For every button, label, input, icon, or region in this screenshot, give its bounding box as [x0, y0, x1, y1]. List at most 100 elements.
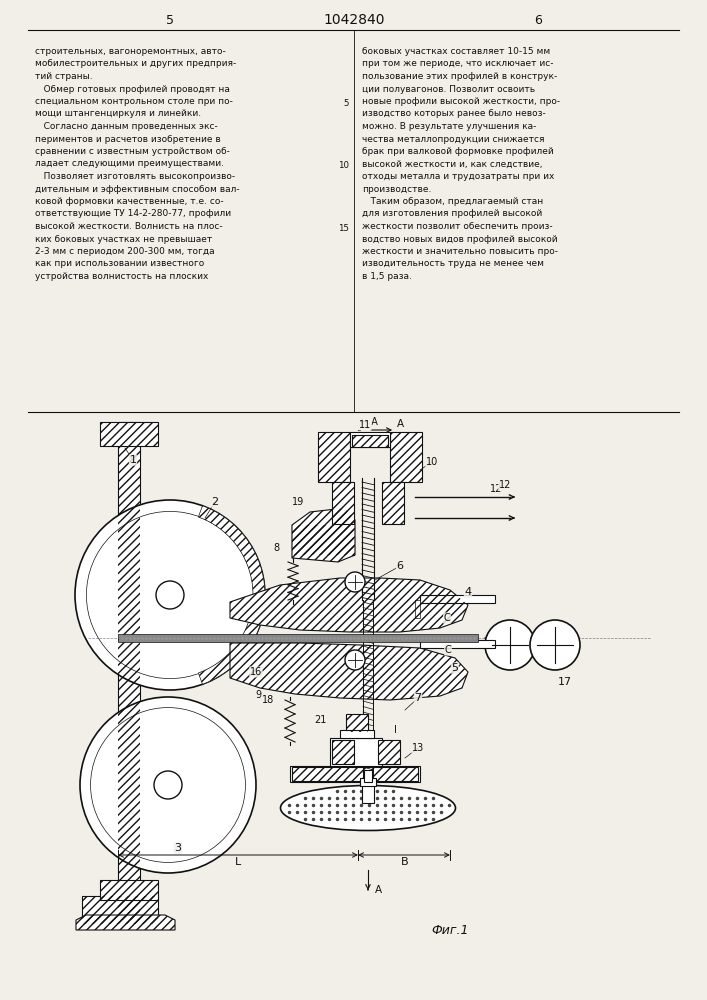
Polygon shape [292, 508, 355, 562]
Text: B: B [401, 857, 409, 867]
Bar [352, 435, 388, 447]
Text: 17: 17 [558, 677, 572, 687]
Bar [382, 482, 404, 524]
Bar [118, 422, 140, 920]
Text: 8: 8 [273, 543, 279, 553]
Text: 15: 15 [338, 224, 349, 233]
Text: Таким образом, предлагаемый стан: Таким образом, предлагаемый стан [362, 197, 543, 206]
Bar [420, 640, 495, 648]
Bar [292, 767, 418, 781]
Text: ких боковых участках не превышает: ких боковых участках не превышает [35, 234, 212, 243]
Text: мощи штангенциркуля и линейки.: мощи штангенциркуля и линейки. [35, 109, 201, 118]
Text: ковой формовки качественные, т.е. со-: ковой формовки качественные, т.е. со- [35, 197, 223, 206]
Text: ответствующие ТУ 14-2-280-77, профили: ответствующие ТУ 14-2-280-77, профили [35, 210, 231, 219]
Bar [82, 896, 158, 924]
Bar [118, 422, 140, 920]
Text: чества металлопродукции снижается: чества металлопродукции снижается [362, 134, 544, 143]
Text: 16: 16 [250, 667, 262, 677]
Text: C: C [445, 645, 451, 655]
Text: можно. В результате улучшения ка-: можно. В результате улучшения ка- [362, 122, 537, 131]
Text: 19: 19 [292, 497, 304, 507]
Text: L: L [235, 857, 241, 867]
Bar [330, 738, 382, 766]
Text: как при использовании известного: как при использовании известного [35, 259, 204, 268]
Text: 18: 18 [262, 695, 274, 705]
Bar [82, 896, 158, 924]
Bar [100, 422, 158, 446]
Text: 1042840: 1042840 [323, 13, 385, 27]
Text: высокой жесткости. Волнисть на плос-: высокой жесткости. Волнисть на плос- [35, 222, 223, 231]
Text: C: C [443, 613, 450, 623]
Text: производстве.: производстве. [362, 184, 431, 194]
Bar [332, 482, 354, 524]
Circle shape [156, 581, 184, 609]
Text: 21: 21 [314, 715, 326, 725]
Text: мобилестроительных и других предприя-: мобилестроительных и других предприя- [35, 60, 236, 68]
Text: 9: 9 [255, 690, 261, 700]
Text: 2: 2 [211, 497, 218, 507]
Text: брак при валковой формовке профилей: брак при валковой формовке профилей [362, 147, 554, 156]
Text: I: I [394, 725, 397, 735]
Bar [415, 600, 420, 618]
Circle shape [530, 620, 580, 670]
Text: 5: 5 [452, 663, 459, 673]
Bar [100, 422, 158, 446]
Bar [420, 595, 495, 603]
Text: 13: 13 [412, 743, 424, 753]
Text: боковых участках составляет 10-15 мм: боковых участках составляет 10-15 мм [362, 47, 550, 56]
Bar [292, 525, 354, 555]
Text: 6: 6 [534, 13, 542, 26]
Text: новые профили высокой жесткости, про-: новые профили высокой жесткости, про- [362, 97, 560, 106]
Text: 5: 5 [166, 13, 174, 26]
Bar [290, 766, 420, 782]
Text: ← A: ← A [360, 417, 378, 427]
Text: дительным и эффективным способом вал-: дительным и эффективным способом вал- [35, 184, 240, 194]
Bar [292, 767, 418, 781]
Text: специальном контрольном столе при по-: специальном контрольном столе при по- [35, 97, 233, 106]
Text: устройства волнистость на плоских: устройства волнистость на плоских [35, 272, 209, 281]
Circle shape [345, 572, 365, 592]
Bar [390, 432, 422, 482]
Bar [318, 432, 350, 482]
Text: 12: 12 [499, 480, 511, 490]
Text: 5: 5 [344, 99, 349, 108]
Text: ладает следующими преимуществами.: ладает следующими преимуществами. [35, 159, 224, 168]
Circle shape [345, 650, 365, 670]
Text: Позволяет изготовлять высокопроизво-: Позволяет изготовлять высокопроизво- [35, 172, 235, 181]
Text: изводительность труда не менее чем: изводительность труда не менее чем [362, 259, 544, 268]
Circle shape [90, 708, 245, 862]
Bar [100, 880, 158, 900]
Text: строительных, вагоноремонтных, авто-: строительных, вагоноремонтных, авто- [35, 47, 226, 56]
Text: 2-3 мм с периодом 200-300 мм, тогда: 2-3 мм с периодом 200-300 мм, тогда [35, 247, 215, 256]
Text: тий страны.: тий страны. [35, 72, 93, 81]
Bar [292, 525, 354, 555]
Bar [332, 740, 354, 764]
Text: 10: 10 [338, 161, 349, 170]
Text: сравнении с известным устройством об-: сравнении с известным устройством об- [35, 147, 230, 156]
Text: отходы металла и трудозатраты при их: отходы металла и трудозатраты при их [362, 172, 554, 181]
Bar [364, 770, 372, 782]
Text: высокой жесткости и, как следствие,: высокой жесткости и, как следствие, [362, 159, 542, 168]
Text: Фиг.1: Фиг.1 [431, 924, 469, 936]
Text: периментов и расчетов изобретение в: периментов и расчетов изобретение в [35, 134, 221, 143]
Bar [346, 714, 368, 732]
Circle shape [86, 511, 254, 679]
Bar [332, 740, 354, 764]
Text: 11: 11 [359, 420, 371, 430]
Text: A: A [375, 885, 382, 895]
Circle shape [485, 620, 535, 670]
Bar [100, 880, 158, 900]
Bar [318, 432, 350, 482]
Polygon shape [230, 578, 468, 632]
Text: при том же периоде, что исключает ис-: при том же периоде, что исключает ис- [362, 60, 554, 68]
Text: Согласно данным проведенных экс-: Согласно данным проведенных экс- [35, 122, 218, 131]
Text: 12: 12 [490, 484, 503, 494]
Bar [362, 783, 374, 803]
Bar [378, 740, 400, 764]
Text: пользование этих профилей в конструк-: пользование этих профилей в конструк- [362, 72, 557, 81]
Bar [352, 435, 388, 447]
Text: 7: 7 [414, 693, 421, 703]
Text: жесткости позволит обеспечить произ-: жесткости позволит обеспечить произ- [362, 222, 553, 231]
Text: для изготовления профилей высокой: для изготовления профилей высокой [362, 210, 542, 219]
Text: ции полувагонов. Позволит освоить: ции полувагонов. Позволит освоить [362, 85, 535, 94]
